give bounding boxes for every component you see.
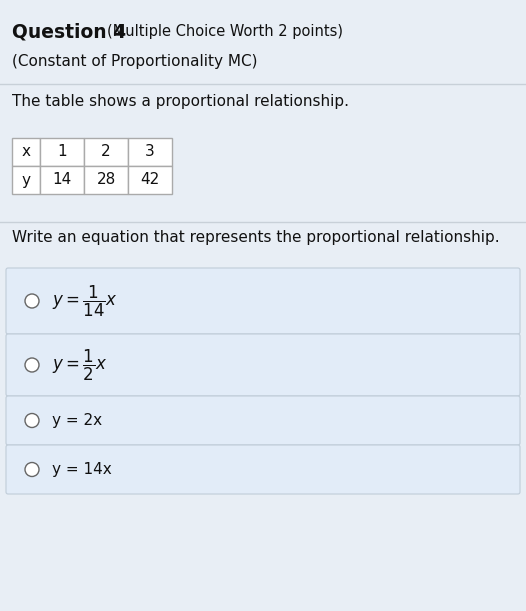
Bar <box>84 166 128 194</box>
Circle shape <box>25 358 39 372</box>
Text: y = 2x: y = 2x <box>52 413 102 428</box>
Bar <box>84 138 128 166</box>
Text: 2: 2 <box>101 144 111 159</box>
Text: Write an equation that represents the proportional relationship.: Write an equation that represents the pr… <box>12 230 500 245</box>
Bar <box>12 166 40 194</box>
Text: 14: 14 <box>53 172 72 188</box>
Text: Question 4: Question 4 <box>12 22 126 41</box>
Bar <box>128 166 172 194</box>
Bar <box>128 138 172 166</box>
Text: (Multiple Choice Worth 2 points): (Multiple Choice Worth 2 points) <box>107 24 343 39</box>
Text: (Constant of Proportionality MC): (Constant of Proportionality MC) <box>12 54 258 69</box>
Text: 1: 1 <box>57 144 67 159</box>
Text: 42: 42 <box>140 172 159 188</box>
Bar <box>12 138 40 166</box>
Circle shape <box>25 414 39 428</box>
Text: y: y <box>22 172 31 188</box>
FancyBboxPatch shape <box>6 445 520 494</box>
Circle shape <box>25 294 39 308</box>
Circle shape <box>25 463 39 477</box>
Bar <box>40 138 84 166</box>
Text: $y = \dfrac{1}{2}x$: $y = \dfrac{1}{2}x$ <box>52 348 107 382</box>
Text: 3: 3 <box>145 144 155 159</box>
FancyBboxPatch shape <box>6 334 520 396</box>
Text: The table shows a proportional relationship.: The table shows a proportional relations… <box>12 94 349 109</box>
Bar <box>40 166 84 194</box>
Text: x: x <box>22 144 31 159</box>
FancyBboxPatch shape <box>6 268 520 334</box>
Text: 28: 28 <box>96 172 116 188</box>
FancyBboxPatch shape <box>6 396 520 445</box>
Text: y = 14x: y = 14x <box>52 462 112 477</box>
Text: $y = \dfrac{1}{14}x$: $y = \dfrac{1}{14}x$ <box>52 284 118 318</box>
